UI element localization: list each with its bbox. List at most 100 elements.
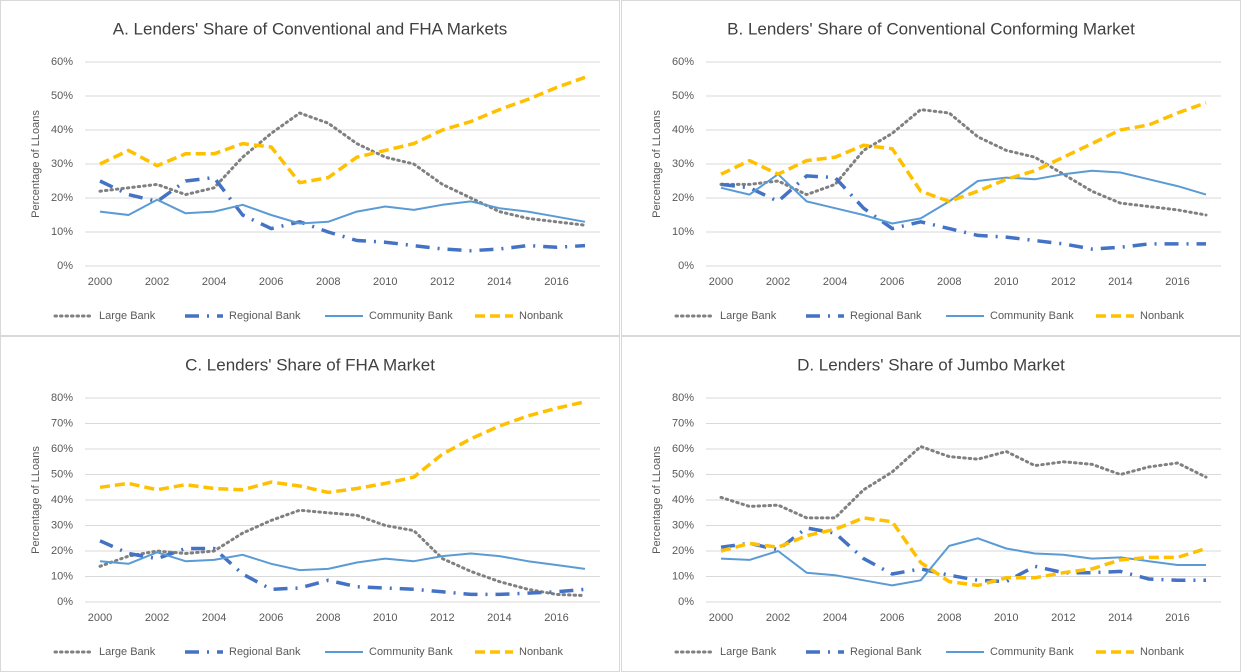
legend-label: Nonbank: [519, 310, 564, 322]
y-tick-label: 40%: [51, 124, 73, 136]
y-tick-label: 50%: [672, 468, 694, 480]
legend-label: Large Bank: [720, 310, 777, 322]
x-tick-label: 2012: [1051, 612, 1075, 624]
legend-label: Nonbank: [519, 646, 564, 658]
series-line: [98, 111, 587, 227]
x-tick-label: 2002: [145, 276, 169, 288]
x-tick-label: 2010: [373, 612, 397, 624]
x-tick-label: 2006: [880, 276, 904, 288]
series-line: [99, 75, 586, 185]
y-tick-label: 40%: [51, 494, 73, 506]
y-axis-label: Percentage of LLoans: [651, 446, 663, 554]
legend-label: Regional Bank: [229, 646, 301, 658]
y-tick-label: 80%: [51, 392, 73, 404]
chart-title: D. Lenders' Share of Jumbo Market: [797, 355, 1065, 374]
y-tick-label: 30%: [51, 158, 73, 170]
y-axis-label: Percentage of LLoans: [651, 110, 663, 218]
x-tick-label: 2000: [88, 276, 112, 288]
y-tick-label: 10%: [51, 226, 73, 238]
y-tick-label: 0%: [678, 596, 694, 608]
y-tick-label: 30%: [672, 519, 694, 531]
x-tick-label: 2006: [259, 276, 283, 288]
x-tick-label: 2008: [316, 612, 340, 624]
series-line: [99, 551, 586, 572]
y-tick-label: 80%: [672, 392, 694, 404]
y-tick-label: 60%: [51, 56, 73, 68]
legend-label: Regional Bank: [229, 310, 301, 322]
legend-label: Community Bank: [369, 310, 453, 322]
y-axis-label: Percentage of LLoans: [30, 110, 42, 218]
series-line: [720, 516, 1207, 588]
y-tick-label: 0%: [678, 260, 694, 272]
y-tick-label: 50%: [51, 468, 73, 480]
x-tick-label: 2000: [709, 612, 733, 624]
x-tick-label: 2002: [145, 612, 169, 624]
series-line: [98, 508, 587, 598]
x-tick-label: 2014: [487, 612, 511, 624]
x-tick-label: 2016: [1165, 612, 1189, 624]
series-line: [720, 174, 1206, 251]
series-line: [720, 169, 1207, 225]
chart-title: A. Lenders' Share of Conventional and FH…: [113, 19, 507, 38]
chart-title: C. Lenders' Share of FHA Market: [185, 355, 435, 374]
y-tick-label: 20%: [51, 545, 73, 557]
series-line: [99, 400, 586, 495]
y-tick-label: 0%: [57, 260, 73, 272]
y-tick-label: 60%: [672, 443, 694, 455]
y-tick-label: 60%: [672, 56, 694, 68]
legend-label: Community Bank: [369, 646, 453, 658]
y-tick-label: 30%: [51, 519, 73, 531]
legend-label: Regional Bank: [850, 310, 922, 322]
y-tick-label: 40%: [672, 124, 694, 136]
x-tick-label: 2004: [202, 612, 226, 624]
x-tick-label: 2000: [709, 276, 733, 288]
y-tick-label: 70%: [51, 417, 73, 429]
x-tick-label: 2012: [1051, 276, 1075, 288]
x-tick-label: 2006: [880, 612, 904, 624]
y-tick-label: 30%: [672, 158, 694, 170]
y-tick-label: 0%: [57, 596, 73, 608]
x-tick-label: 2014: [1108, 276, 1132, 288]
x-tick-label: 2000: [88, 612, 112, 624]
x-tick-label: 2010: [373, 276, 397, 288]
legend-label: Large Bank: [720, 646, 777, 658]
y-tick-label: 10%: [672, 570, 694, 582]
x-tick-label: 2016: [1165, 276, 1189, 288]
legend-label: Large Bank: [99, 310, 156, 322]
x-tick-label: 2008: [937, 612, 961, 624]
x-tick-label: 2002: [766, 612, 790, 624]
x-tick-label: 2016: [544, 612, 568, 624]
y-tick-label: 20%: [672, 192, 694, 204]
legend-label: Nonbank: [1140, 646, 1185, 658]
chart-title: B. Lenders' Share of Conventional Confor…: [727, 19, 1135, 38]
x-tick-label: 2016: [544, 276, 568, 288]
series-line: [719, 445, 1208, 520]
y-tick-label: 40%: [672, 494, 694, 506]
x-tick-label: 2004: [202, 276, 226, 288]
x-tick-label: 2014: [487, 276, 511, 288]
panel-border: [0, 0, 620, 336]
legend-label: Community Bank: [990, 310, 1074, 322]
series-line: [719, 108, 1208, 217]
x-tick-label: 2002: [766, 276, 790, 288]
series-line: [720, 526, 1206, 584]
y-tick-label: 60%: [51, 443, 73, 455]
y-tick-label: 70%: [672, 417, 694, 429]
legend-label: Large Bank: [99, 646, 156, 658]
y-tick-label: 10%: [672, 226, 694, 238]
y-tick-label: 20%: [51, 192, 73, 204]
x-tick-label: 2010: [994, 276, 1018, 288]
series-line: [720, 101, 1207, 204]
x-tick-label: 2012: [430, 276, 454, 288]
x-tick-label: 2010: [994, 612, 1018, 624]
x-tick-label: 2012: [430, 612, 454, 624]
y-axis-label: Percentage of LLoans: [30, 446, 42, 554]
legend-label: Nonbank: [1140, 310, 1185, 322]
x-tick-label: 2004: [823, 276, 847, 288]
series-line: [99, 198, 586, 225]
y-tick-label: 10%: [51, 570, 73, 582]
x-tick-label: 2008: [316, 276, 340, 288]
x-tick-label: 2006: [259, 612, 283, 624]
series-line: [99, 539, 586, 597]
